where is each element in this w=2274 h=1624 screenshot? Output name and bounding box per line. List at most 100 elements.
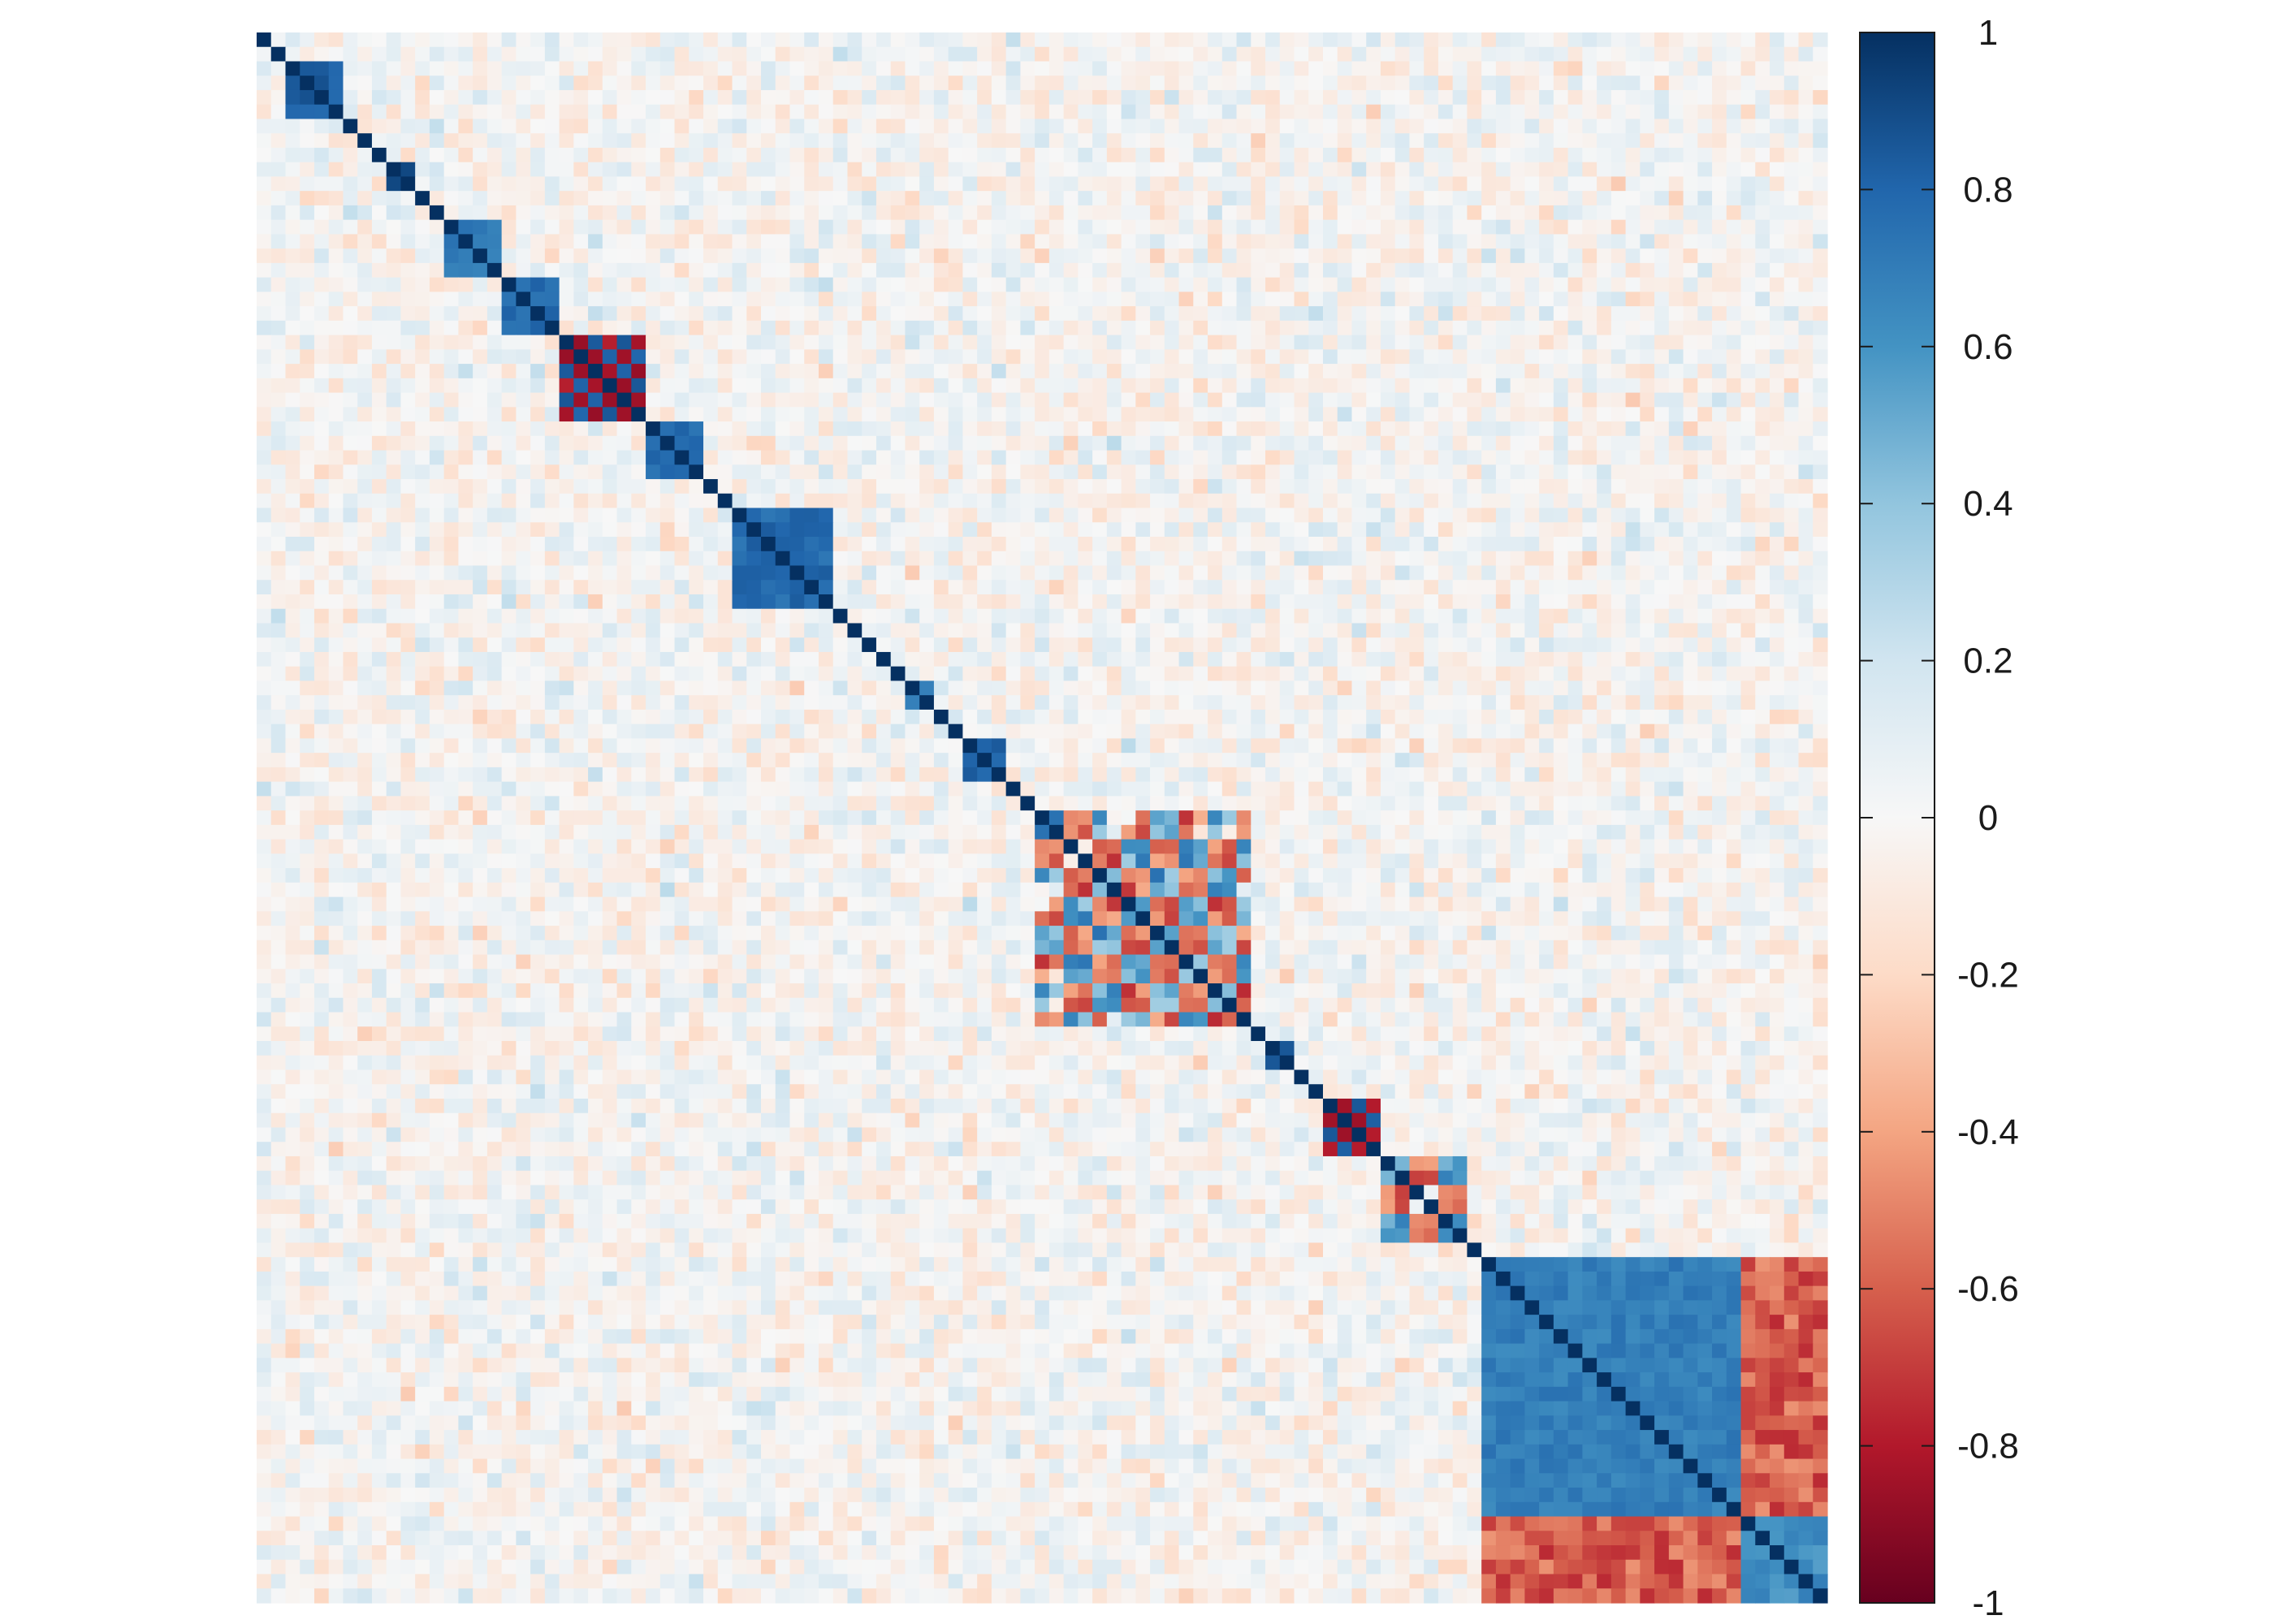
heatmap-cell <box>1221 594 1238 610</box>
heatmap-cell <box>415 565 430 581</box>
heatmap-cell <box>1610 306 1627 322</box>
heatmap-cell <box>1251 680 1266 696</box>
heatmap-cell <box>1063 407 1079 422</box>
heatmap-cell <box>1337 219 1353 235</box>
heatmap-cell <box>1668 219 1684 235</box>
heatmap-cell <box>1567 508 1583 523</box>
heatmap-cell <box>313 277 330 292</box>
heatmap-cell <box>1308 594 1324 610</box>
heatmap-cell <box>1755 565 1770 581</box>
heatmap-cell <box>1308 248 1324 264</box>
heatmap-cell <box>371 364 387 379</box>
heatmap-cell <box>1783 421 1800 437</box>
heatmap-cell <box>1467 392 1482 408</box>
heatmap-cell <box>1178 191 1194 206</box>
heatmap-cell <box>1092 248 1108 264</box>
heatmap-cell <box>1020 46 1035 63</box>
heatmap-cell <box>458 119 473 134</box>
heatmap-cell <box>818 493 834 509</box>
heatmap-cell <box>530 378 546 394</box>
heatmap-cell <box>1308 133 1324 149</box>
heatmap-cell <box>270 551 287 567</box>
heatmap-cell <box>1668 392 1684 408</box>
heatmap-cell <box>1467 364 1482 379</box>
heatmap-cell <box>1193 104 1208 120</box>
heatmap-cell <box>948 493 964 509</box>
heatmap-cell <box>717 248 733 264</box>
heatmap-cell <box>544 666 560 682</box>
heatmap-cell <box>501 637 517 653</box>
heatmap-cell <box>1813 522 1828 538</box>
heatmap-cell <box>1437 162 1454 178</box>
heatmap-cell <box>530 623 546 638</box>
heatmap-cell <box>1294 421 1309 437</box>
heatmap-cell <box>1597 191 1612 206</box>
heatmap-cell <box>300 594 315 610</box>
heatmap-cell <box>1164 335 1180 350</box>
heatmap-cell <box>1294 248 1309 264</box>
heatmap-cell <box>371 205 387 221</box>
heatmap-cell <box>1452 46 1468 63</box>
heatmap-cell <box>1567 277 1583 292</box>
heatmap-cell <box>1351 464 1367 480</box>
heatmap-cell <box>1380 306 1396 322</box>
heatmap-cell <box>789 292 805 307</box>
heatmap-cell <box>991 320 1007 336</box>
heatmap-cell <box>1798 104 1814 120</box>
heatmap-cell <box>257 522 272 538</box>
heatmap-cell <box>544 551 560 567</box>
heatmap-cell <box>559 623 574 638</box>
heatmap-cell <box>847 219 862 235</box>
heatmap-cell <box>473 176 488 192</box>
heatmap-cell <box>1221 191 1238 206</box>
heatmap-cell <box>1035 349 1050 365</box>
heatmap-cell <box>1697 292 1713 307</box>
heatmap-cell <box>1783 608 1800 624</box>
heatmap-cell <box>1394 392 1411 408</box>
heatmap-cell <box>429 594 445 610</box>
heatmap-cell <box>1294 119 1309 134</box>
heatmap-cell <box>1755 335 1770 350</box>
heatmap-cell <box>1467 421 1482 437</box>
heatmap-cell <box>746 219 762 235</box>
heatmap-cell <box>386 493 402 509</box>
heatmap-cell <box>933 551 949 567</box>
heatmap-cell <box>905 61 920 76</box>
heatmap-cell <box>1610 262 1627 279</box>
heatmap-cell <box>1683 450 1698 465</box>
heatmap-cell <box>1164 493 1180 509</box>
heatmap-cell <box>631 119 646 134</box>
heatmap-cell <box>270 666 287 682</box>
heatmap-cell <box>1078 623 1093 638</box>
heatmap-cell <box>602 205 618 221</box>
heatmap-cell <box>1048 191 1065 206</box>
heatmap-cell <box>415 651 430 667</box>
heatmap-cell <box>1178 364 1194 379</box>
heatmap-cell <box>270 277 287 292</box>
heatmap-cell <box>948 248 964 264</box>
heatmap-cell <box>689 580 704 595</box>
heatmap-cell <box>1770 623 1785 638</box>
heatmap-cell <box>1770 262 1785 279</box>
heatmap-cell <box>257 364 272 379</box>
heatmap-cell <box>1351 61 1367 76</box>
heatmap-cell <box>1640 89 1655 106</box>
heatmap-cell <box>1208 104 1223 120</box>
heatmap-cell <box>689 306 704 322</box>
heatmap-cell <box>1539 320 1554 336</box>
heatmap-cell <box>1308 262 1324 279</box>
heatmap-cell <box>300 435 315 451</box>
heatmap-cell <box>357 119 373 134</box>
heatmap-cell <box>919 522 935 538</box>
heatmap-cell <box>1351 262 1367 279</box>
heatmap-cell <box>674 421 690 437</box>
heatmap-cell <box>1020 666 1035 682</box>
heatmap-cell <box>530 133 546 149</box>
heatmap-cell <box>1467 580 1482 595</box>
heatmap-cell <box>1208 176 1223 192</box>
heatmap-cell <box>905 219 920 235</box>
heatmap-cell <box>1063 234 1079 249</box>
heatmap-cell <box>1150 666 1165 682</box>
heatmap-cell <box>1770 133 1785 149</box>
heatmap-cell <box>573 277 589 292</box>
